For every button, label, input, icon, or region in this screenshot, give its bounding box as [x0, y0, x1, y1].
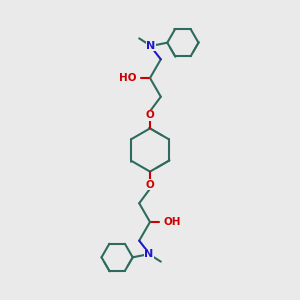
- Text: OH: OH: [164, 217, 181, 227]
- Text: HO: HO: [119, 73, 136, 83]
- Text: N: N: [146, 41, 156, 51]
- Text: O: O: [146, 110, 154, 120]
- Text: N: N: [144, 249, 154, 259]
- Text: O: O: [146, 180, 154, 190]
